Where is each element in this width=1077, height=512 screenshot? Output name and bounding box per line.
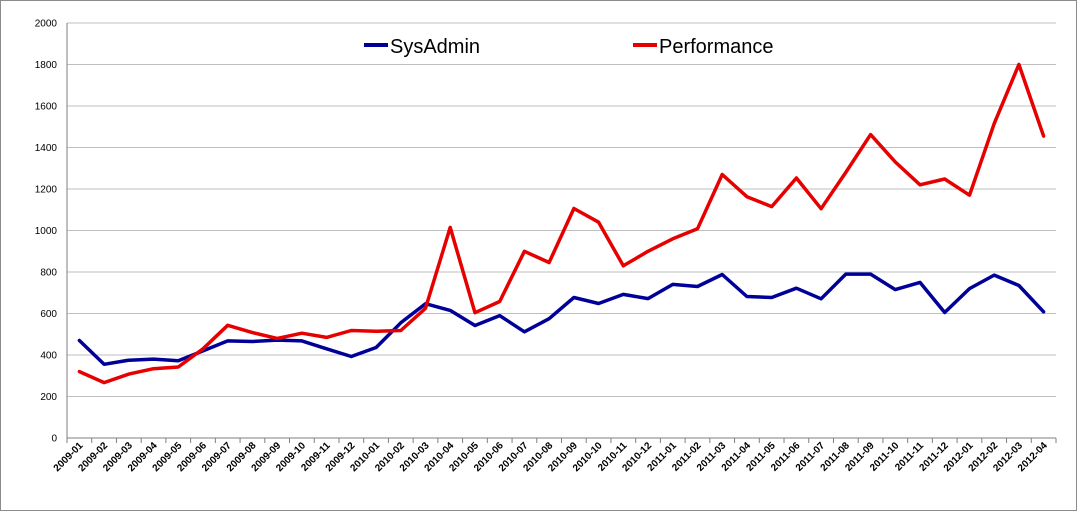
- series-line-sysadmin: [77, 272, 1046, 367]
- y-tick-label-1400: 1400: [35, 143, 58, 154]
- y-tick-label-2000: 2000: [35, 19, 58, 30]
- y-tick-label-1000: 1000: [35, 226, 58, 237]
- series-line-performance: [77, 62, 1046, 385]
- legend-item-sysadmin: SysAdmin: [364, 36, 480, 58]
- gridlines: [67, 22, 1056, 439]
- y-tick-label-1600: 1600: [35, 102, 58, 113]
- legend-label-performance: Performance: [659, 36, 774, 58]
- y-tick-label-1200: 1200: [35, 185, 58, 196]
- legend-label-sysadmin: SysAdmin: [390, 36, 480, 58]
- y-tick-label-400: 400: [40, 351, 57, 362]
- y-tick-label-800: 800: [40, 268, 57, 279]
- y-tick-label-1800: 1800: [35, 60, 58, 71]
- y-tick-label-0: 0: [51, 434, 57, 445]
- y-tick-label-600: 600: [40, 309, 57, 320]
- legend-item-performance: Performance: [633, 36, 774, 58]
- y-tick-label-200: 200: [40, 392, 57, 403]
